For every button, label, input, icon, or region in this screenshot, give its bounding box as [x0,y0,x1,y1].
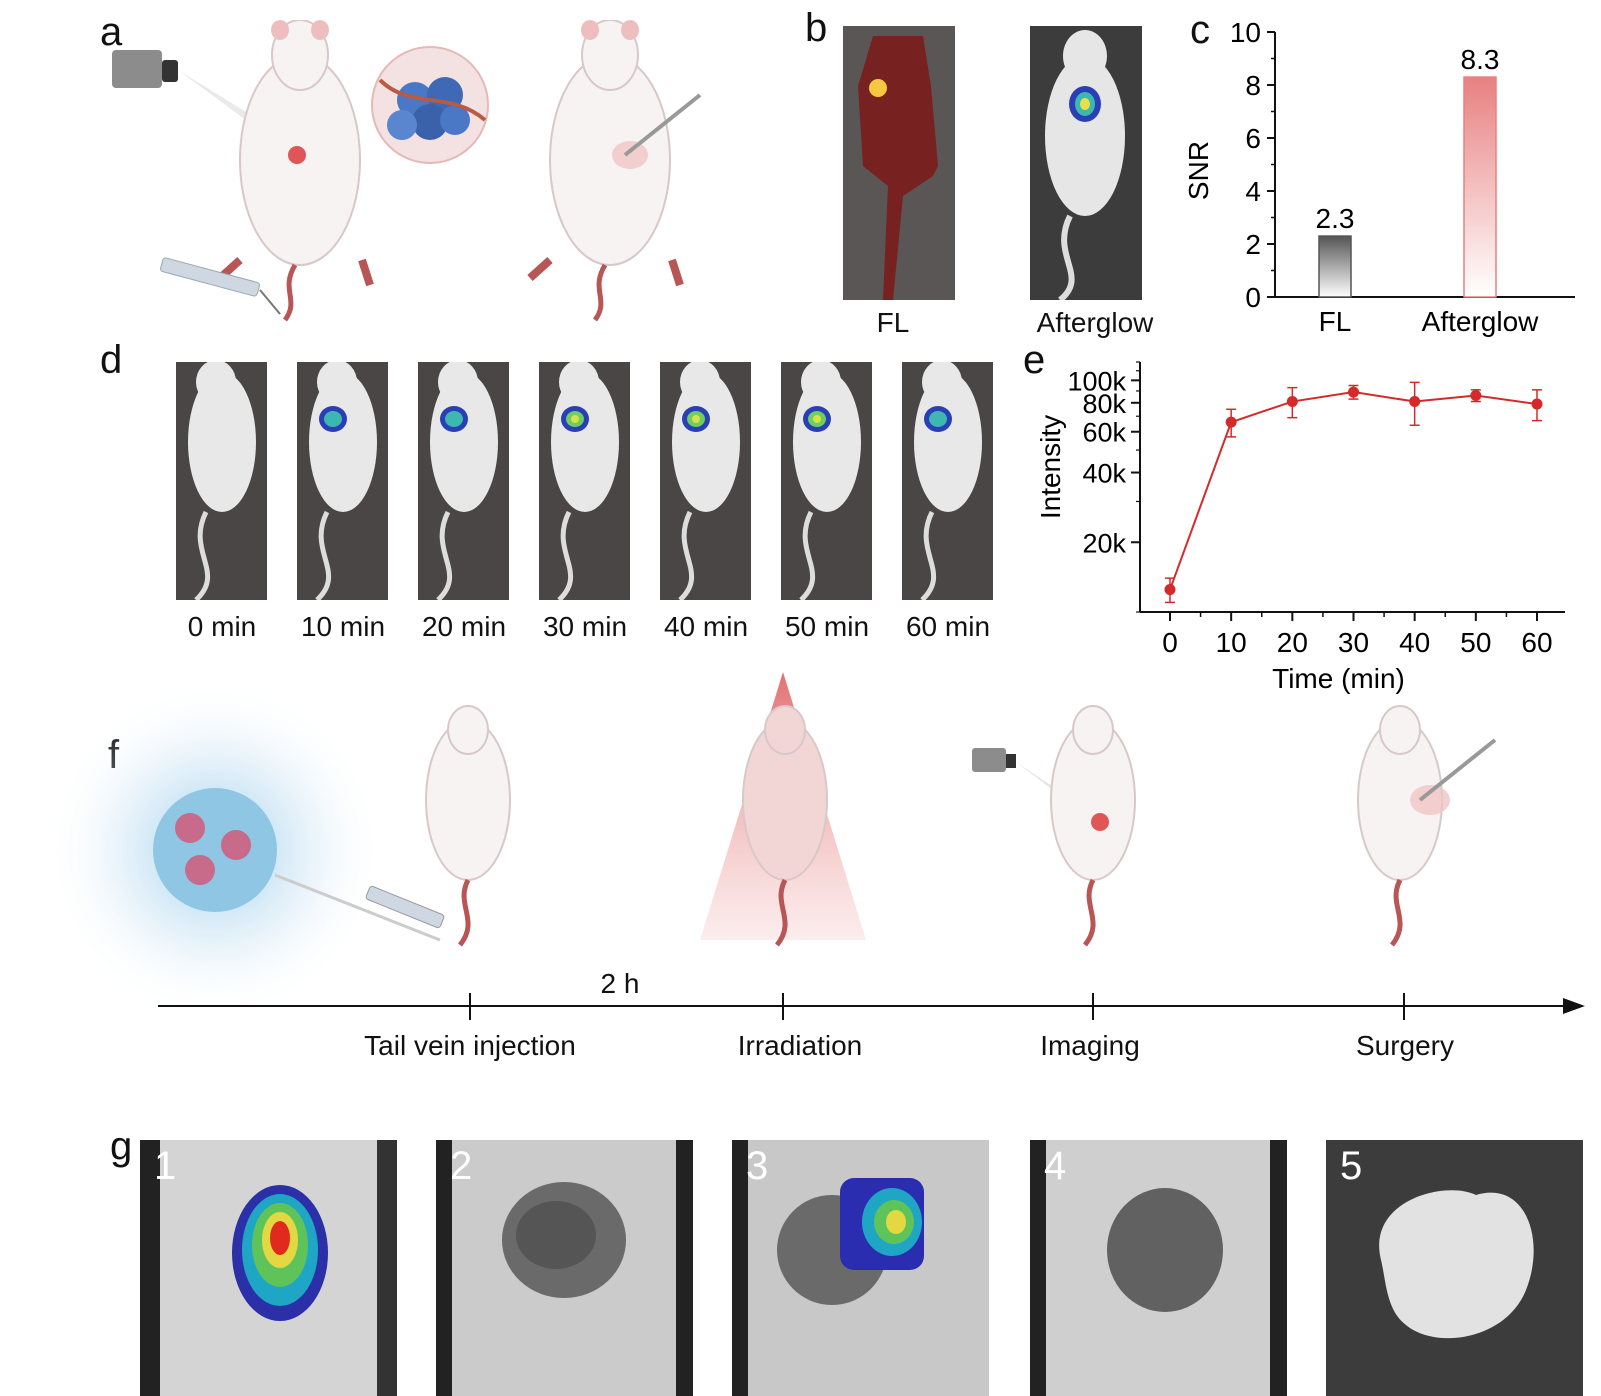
bar-FL [1318,235,1352,298]
data-point [1470,390,1482,402]
panel-letter-e: e [1023,338,1046,382]
photo-number-4: 4 [1044,1144,1067,1188]
bar-Afterglow [1463,76,1497,298]
time-image-3 [539,362,630,600]
time-image-1 [297,362,388,600]
y-tick-label: 60k [1082,418,1126,448]
photo-1: 1 [140,1140,397,1396]
time-label-0: 0 min [187,611,257,642]
scalpel-icon [1418,738,1497,802]
panel-a-illustration [112,20,702,322]
step-surgery-label: Surgery [1355,1030,1455,1061]
x-tick-label: 30 [1338,627,1369,658]
bar-value-label: 2.3 [1316,203,1355,234]
y-axis-label: Intensity [1040,415,1066,519]
intensity-series-line [1169,391,1538,590]
y-tick-label: 4 [1245,176,1261,207]
x-tick-label: 20 [1277,627,1308,658]
photo-number-5: 5 [1340,1144,1363,1188]
y-tick-label: 6 [1245,123,1261,154]
photo-4: 4 [1030,1140,1287,1396]
tumor-magnified-icon [371,46,489,164]
data-point [1409,396,1421,408]
mouse-illustration-surgery [527,20,702,322]
photo-3: 3 [732,1140,989,1396]
y-tick-label: 0 [1245,282,1261,313]
y-tick-label: 10 [1230,17,1261,48]
x-tick-label: 50 [1460,627,1491,658]
time-image-5 [781,362,872,600]
step-irradiation-label: Irradiation [737,1030,863,1061]
time-image-2 [418,362,509,600]
panel-letter-a: a [100,10,123,54]
fl-label: FL [876,307,910,338]
x-category-label: FL [1319,306,1352,337]
afterglow-image [1030,26,1142,300]
data-point [1286,396,1298,408]
y-tick-label: 100k [1067,366,1126,396]
procedure-timeline-illustration [45,672,1585,1020]
data-point [1531,398,1543,410]
x-axis-label: Time (min) [1272,663,1405,694]
time-image-4 [660,362,751,600]
x-category-label: Afterglow [1422,306,1539,337]
time-label-2: 20 min [421,611,507,642]
timeline-arrowhead [1563,998,1585,1014]
x-tick-label: 60 [1521,627,1552,658]
data-point [1164,584,1176,596]
x-tick-label: 40 [1399,627,1430,658]
y-tick-label: 8 [1245,70,1261,101]
photo-number-1: 1 [154,1144,177,1188]
data-point [1348,386,1359,398]
y-axis-label: SNR [1183,141,1214,200]
x-tick-label: 10 [1216,627,1247,658]
panel-letter-c: c [1190,8,1210,52]
syringe-icon [160,257,281,315]
y-tick-label: 40k [1082,459,1126,489]
y-tick-label: 2 [1245,229,1261,260]
x-tick-label: 0 [1162,627,1178,658]
photo-number-2: 2 [450,1144,473,1188]
time-image-0 [176,362,267,600]
time-image-6 [902,362,993,600]
time-label-5: 50 min [784,611,870,642]
photo-number-3: 3 [746,1144,769,1188]
interval-label: 2 h [600,968,640,999]
fl-image [843,26,955,300]
snr-bar-chart: 0 2 4 6 8 10 SNR 2.3 FL 8.3 Afterglow [1183,17,1575,337]
step-imaging-label: Imaging [1040,1030,1140,1061]
data-point [1225,416,1237,428]
y-tick-label: 80k [1082,389,1126,419]
photo-5: 5 [1326,1140,1583,1396]
panel-letter-d: d [100,338,123,382]
syringe-icon [274,873,445,942]
time-label-1: 10 min [300,611,386,642]
y-tick-label: 20k [1082,528,1126,558]
panel-letter-b: b [805,6,828,50]
mouse-illustration [217,20,374,322]
time-label-4: 40 min [663,611,749,642]
panel-letter-g: g [110,1124,133,1168]
time-label-6: 60 min [905,611,991,642]
photo-2: 2 [436,1140,693,1396]
afterglow-label: Afterglow [1036,307,1154,338]
nanoparticle-icon [45,680,385,1020]
bar-value-label: 8.3 [1461,44,1500,75]
step-injection-label: Tail vein injection [364,1030,576,1061]
time-label-3: 30 min [542,611,628,642]
